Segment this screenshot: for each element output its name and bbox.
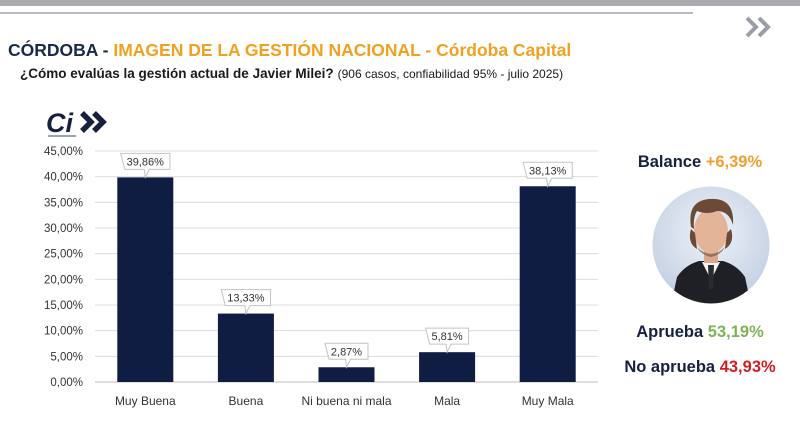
data-label: 38,13% (529, 165, 567, 177)
logo-chevron-1 (80, 111, 95, 133)
survey-question: ¿Cómo evalúas la gestión actual de Javie… (20, 66, 334, 81)
callout-box (120, 152, 171, 180)
y-tick-label: 45,00% (44, 146, 83, 158)
person-portrait-icon (651, 185, 771, 305)
y-tick-label: 30,00% (44, 223, 83, 235)
bar (519, 186, 576, 382)
data-label: 39,86% (127, 156, 165, 168)
top-divider-thin (0, 12, 693, 14)
title-prefix: CÓRDOBA - (8, 40, 114, 60)
survey-meta: (906 casos, confiabilidad 95% - julio 20… (337, 67, 564, 81)
ci-logo: Ci (46, 108, 107, 138)
double-chevron-right-icon (745, 16, 771, 38)
x-category-label: Muy Mala (522, 394, 574, 408)
logo-text: Ci (46, 108, 73, 138)
approve-line: Aprueba 53,19% (600, 323, 800, 342)
data-label-callout: 5,81% (424, 327, 470, 354)
disapprove-label: No aprueba (624, 358, 716, 376)
bar (217, 313, 274, 382)
y-tick-label: 20,00% (44, 274, 83, 286)
y-tick-label: 15,00% (44, 300, 83, 312)
data-label: 2,87% (331, 346, 362, 358)
y-tick-label: 40,00% (44, 172, 83, 184)
data-label: 5,81% (431, 331, 462, 343)
callout-box (424, 327, 470, 354)
page-title: CÓRDOBA - IMAGEN DE LA GESTIÓN NACIONAL … (8, 40, 571, 61)
y-tick-label: 10,00% (44, 326, 83, 338)
x-category-label: Mala (434, 394, 460, 408)
title-highlight: IMAGEN DE LA GESTIÓN NACIONAL - Córdoba … (113, 40, 572, 60)
data-label: 13,33% (227, 293, 265, 305)
balance-line: Balance +6,39% (600, 153, 800, 172)
disapprove-value: 43,93% (719, 358, 776, 376)
callout-box (324, 342, 369, 369)
approve-label: Aprueba (636, 323, 704, 341)
x-category-label: Muy Buena (115, 394, 176, 408)
y-tick-label: 0,00% (50, 377, 83, 389)
balance-label: Balance (637, 153, 702, 171)
logo-chevron-2 (92, 111, 107, 133)
y-tick-label: 5,00% (50, 351, 83, 363)
data-label-callout: 39,86% (120, 152, 171, 180)
callout-box (522, 161, 573, 188)
bar (419, 352, 476, 382)
summary-panel: Balance +6,39% Aprueba 53,19% No aprueba… (600, 145, 800, 385)
bar-chart: 0,00% 5,00% 10,00% 15,00% 20,00% 25,00% 30,00%… (44, 146, 598, 408)
disapprove-line: No aprueba 43,93% (600, 358, 800, 377)
y-tick-label: 35,00% (44, 197, 83, 209)
logo-underline (48, 135, 76, 137)
data-label-callout: 2,87% (324, 342, 369, 369)
y-tick-label: 25,00% (44, 249, 83, 261)
approve-value: 53,19% (707, 323, 764, 341)
x-category-label: Buena (229, 394, 264, 408)
data-label-callout: 38,13% (522, 161, 573, 188)
page-subtitle: ¿Cómo evalúas la gestión actual de Javie… (20, 66, 563, 81)
bar (117, 177, 174, 382)
top-divider-thick (0, 0, 800, 6)
balance-value: +6,39% (705, 153, 763, 171)
x-category-label: Ni buena ni mala (301, 394, 391, 408)
data-label-callout: 13,33% (220, 289, 271, 316)
bar (318, 367, 375, 382)
callout-box (220, 289, 271, 316)
